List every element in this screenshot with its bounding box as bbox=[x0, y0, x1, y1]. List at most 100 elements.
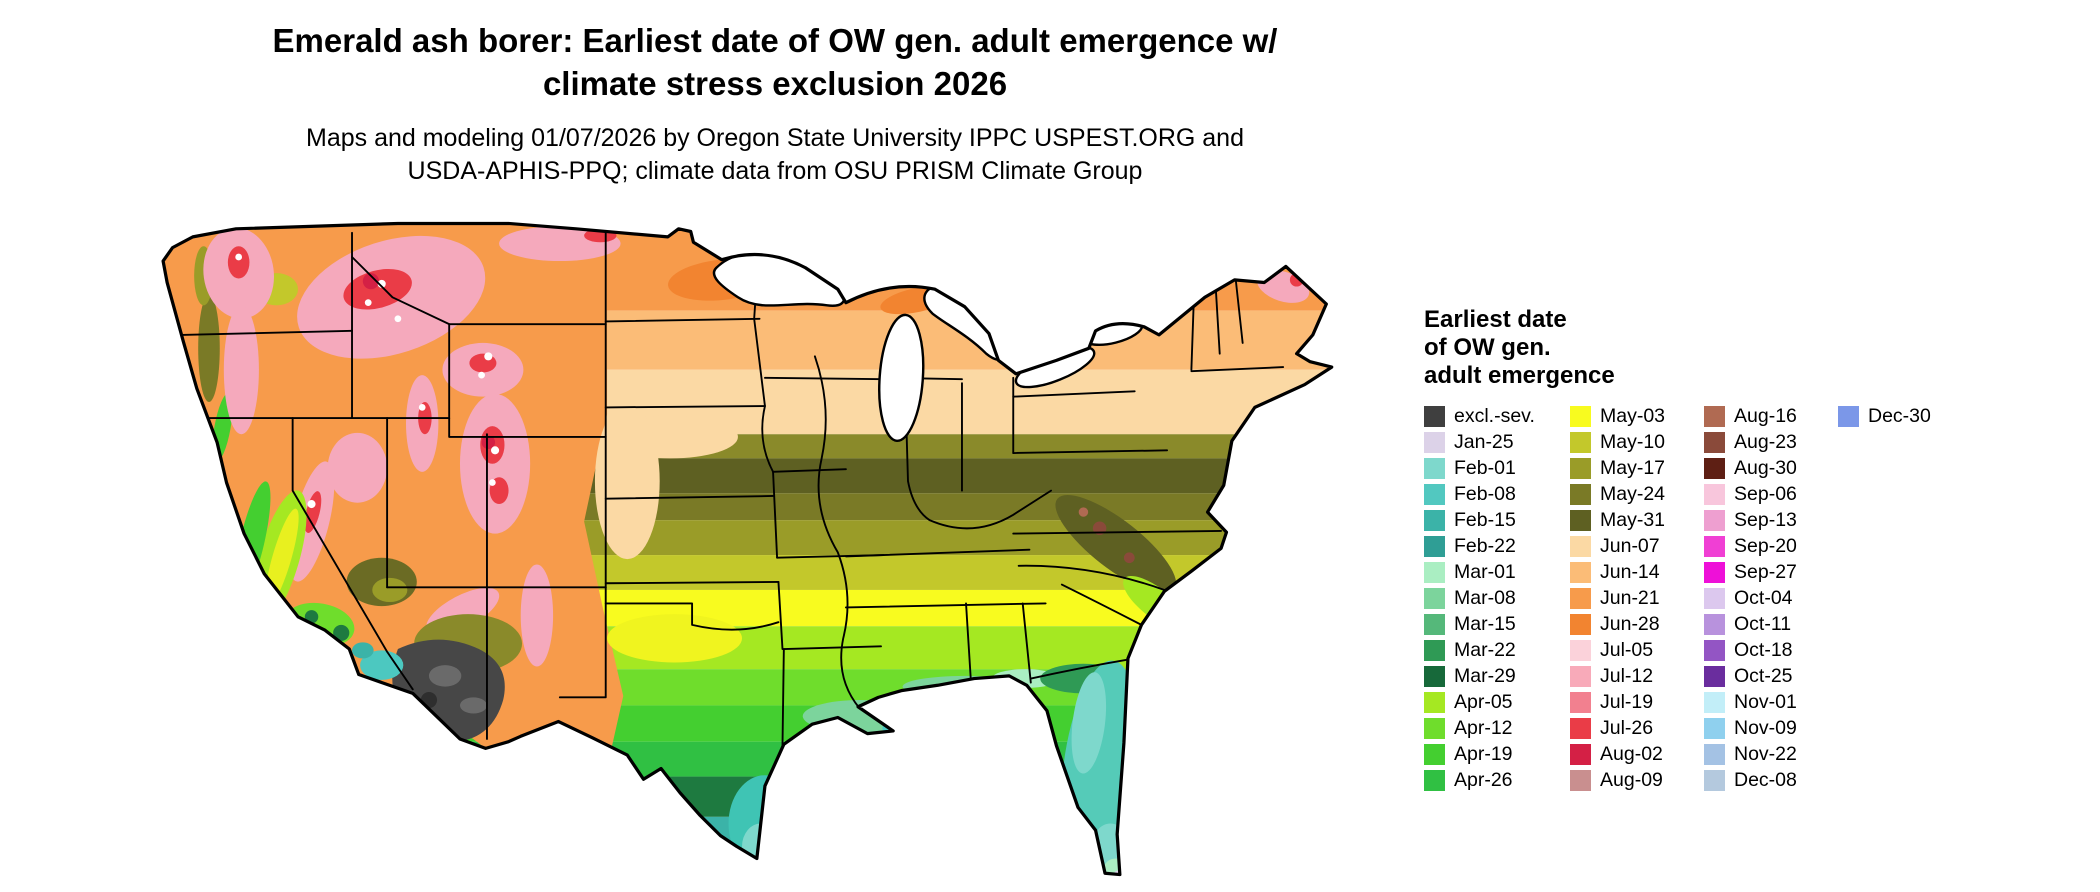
legend-label: Apr-05 bbox=[1454, 690, 1513, 713]
legend-item: Jan-25 bbox=[1424, 429, 1570, 455]
legend-item: Apr-12 bbox=[1424, 715, 1570, 741]
legend-label: Sep-20 bbox=[1734, 534, 1797, 557]
legend-item: Oct-25 bbox=[1704, 663, 1838, 689]
legend-item: Jul-19 bbox=[1570, 689, 1704, 715]
legend-swatch bbox=[1704, 665, 1725, 687]
map-subtitle: Maps and modeling 01/07/2026 by Oregon S… bbox=[165, 122, 1385, 189]
legend-label: Oct-18 bbox=[1734, 638, 1793, 661]
legend-item: Aug-23 bbox=[1704, 429, 1838, 455]
legend-item: Aug-09 bbox=[1570, 767, 1704, 793]
legend-title-line-3: adult emergence bbox=[1424, 362, 1615, 389]
legend-item: Mar-01 bbox=[1424, 559, 1570, 585]
legend-item: Jul-05 bbox=[1570, 637, 1704, 663]
legend-item: Aug-02 bbox=[1570, 741, 1704, 767]
legend-label: Jun-14 bbox=[1600, 560, 1660, 583]
legend-label: Oct-04 bbox=[1734, 586, 1793, 609]
legend-swatch bbox=[1424, 561, 1445, 583]
legend-swatch bbox=[1570, 639, 1591, 661]
legend-title-line-2: of OW gen. bbox=[1424, 334, 1551, 361]
legend-label: Mar-01 bbox=[1454, 560, 1516, 583]
legend-swatch bbox=[1570, 483, 1591, 505]
legend-item: Sep-20 bbox=[1704, 533, 1838, 559]
legend-column-1: excl.-sev. Jan-25 Feb-01 Feb-08 Feb-15 Feb-22… bbox=[1424, 403, 1570, 793]
legend-swatch bbox=[1424, 639, 1445, 661]
legend-item: Mar-15 bbox=[1424, 611, 1570, 637]
legend-label: Mar-08 bbox=[1454, 586, 1516, 609]
legend-swatch bbox=[1570, 587, 1591, 609]
legend-label: Apr-12 bbox=[1454, 716, 1513, 739]
legend-label: Feb-15 bbox=[1454, 508, 1516, 531]
legend-swatch bbox=[1704, 431, 1725, 453]
legend-swatch bbox=[1704, 717, 1725, 739]
legend-swatch bbox=[1570, 717, 1591, 739]
legend-item: Jun-07 bbox=[1570, 533, 1704, 559]
legend-label: Feb-22 bbox=[1454, 534, 1516, 557]
legend-label: Aug-23 bbox=[1734, 430, 1797, 453]
legend-label: Mar-29 bbox=[1454, 664, 1516, 687]
legend-label: Jul-05 bbox=[1600, 638, 1654, 661]
legend-item: Jul-12 bbox=[1570, 663, 1704, 689]
lake-michigan bbox=[878, 313, 925, 443]
legend-swatch bbox=[1424, 691, 1445, 713]
legend-item: Nov-22 bbox=[1704, 741, 1838, 767]
legend-item: Aug-16 bbox=[1704, 403, 1838, 429]
legend-label: Apr-26 bbox=[1454, 768, 1513, 791]
legend-swatch bbox=[1704, 509, 1725, 531]
legend-label: Sep-06 bbox=[1734, 482, 1797, 505]
legend-swatch bbox=[1424, 509, 1445, 531]
legend-swatch bbox=[1424, 717, 1445, 739]
legend-swatch bbox=[1424, 483, 1445, 505]
legend-swatch bbox=[1424, 613, 1445, 635]
header: Emerald ash borer: Earliest date of OW g… bbox=[165, 20, 1385, 189]
us-map-svg bbox=[161, 221, 1334, 877]
legend-item: Jun-28 bbox=[1570, 611, 1704, 637]
legend-swatch bbox=[1424, 587, 1445, 609]
legend-item: Dec-30 bbox=[1838, 403, 1931, 429]
legend-item: Apr-26 bbox=[1424, 767, 1570, 793]
legend-swatch bbox=[1424, 665, 1445, 687]
legend-column-4: Dec-30 bbox=[1838, 403, 1931, 429]
legend-label: Jul-12 bbox=[1600, 664, 1654, 687]
legend-swatch bbox=[1704, 483, 1725, 505]
legend-swatch bbox=[1570, 405, 1591, 427]
legend-label: May-17 bbox=[1600, 456, 1666, 479]
legend-item: Apr-05 bbox=[1424, 689, 1570, 715]
legend-item: Mar-22 bbox=[1424, 637, 1570, 663]
legend-label: Apr-19 bbox=[1454, 742, 1513, 765]
us-map bbox=[155, 206, 1383, 888]
map-title-line-1: Emerald ash borer: Earliest date of OW g… bbox=[272, 22, 1278, 59]
legend-label: May-10 bbox=[1600, 430, 1666, 453]
legend-item: excl.-sev. bbox=[1424, 403, 1570, 429]
legend-item: Mar-08 bbox=[1424, 585, 1570, 611]
legend-swatch bbox=[1704, 457, 1725, 479]
legend-item: Feb-08 bbox=[1424, 481, 1570, 507]
legend-swatch bbox=[1704, 743, 1725, 765]
legend: Earliest date of OW gen. adult emergence… bbox=[1424, 306, 1931, 793]
legend-label: Mar-22 bbox=[1454, 638, 1516, 661]
legend-swatch bbox=[1570, 431, 1591, 453]
legend-label: Oct-25 bbox=[1734, 664, 1793, 687]
legend-label: Jun-21 bbox=[1600, 586, 1660, 609]
legend-item: Feb-22 bbox=[1424, 533, 1570, 559]
legend-item: Apr-19 bbox=[1424, 741, 1570, 767]
legend-label: Aug-02 bbox=[1600, 742, 1663, 765]
legend-swatch bbox=[1570, 509, 1591, 531]
legend-item: Jul-26 bbox=[1570, 715, 1704, 741]
legend-label: Jun-07 bbox=[1600, 534, 1660, 557]
legend-swatch bbox=[1424, 457, 1445, 479]
legend-item: May-24 bbox=[1570, 481, 1704, 507]
legend-swatch bbox=[1704, 561, 1725, 583]
legend-columns: excl.-sev. Jan-25 Feb-01 Feb-08 Feb-15 Feb-22… bbox=[1424, 403, 1931, 793]
legend-label: Jun-28 bbox=[1600, 612, 1660, 635]
legend-swatch bbox=[1570, 561, 1591, 583]
legend-swatch bbox=[1704, 535, 1725, 557]
legend-item: Jun-21 bbox=[1570, 585, 1704, 611]
legend-title-line-1: Earliest date bbox=[1424, 306, 1567, 333]
us-outline bbox=[161, 221, 1334, 877]
legend-title: Earliest date of OW gen. adult emergence bbox=[1424, 306, 1931, 390]
legend-item: Oct-11 bbox=[1704, 611, 1838, 637]
legend-item: Nov-09 bbox=[1704, 715, 1838, 741]
legend-swatch bbox=[1838, 405, 1859, 427]
legend-item: Feb-15 bbox=[1424, 507, 1570, 533]
